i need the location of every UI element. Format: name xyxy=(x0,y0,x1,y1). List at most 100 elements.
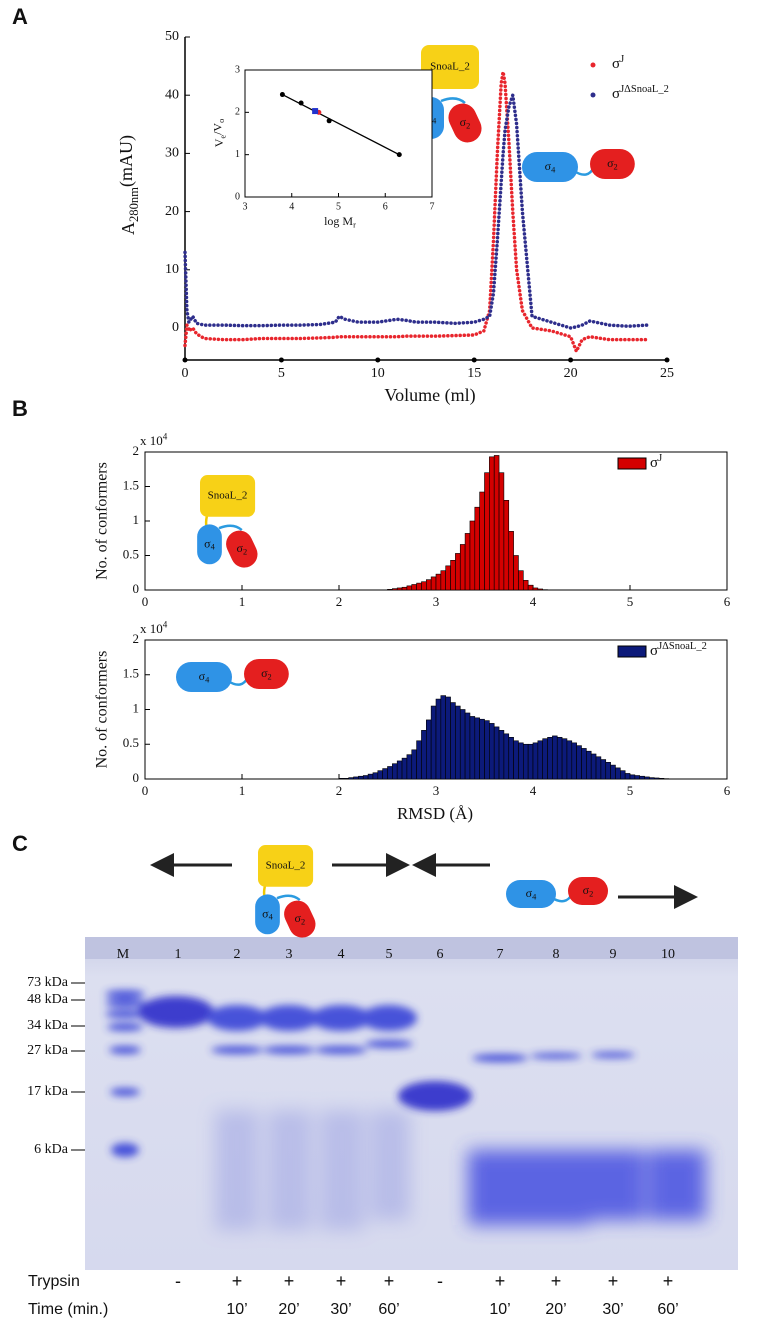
y-tick-label: 20 xyxy=(165,204,179,219)
domain-label-part: 4 xyxy=(269,913,274,922)
domain xyxy=(506,880,556,908)
bar xyxy=(649,777,655,780)
bar xyxy=(450,702,456,780)
bar xyxy=(556,736,563,780)
gel-image xyxy=(85,937,738,1270)
row-label: Time (min.) xyxy=(28,1301,108,1318)
legend-label-part: JΔSnoaL_2 xyxy=(620,84,669,95)
bar xyxy=(532,587,539,591)
arrows xyxy=(150,853,698,909)
y-axis-label: Ve/Vo xyxy=(210,119,227,148)
bar xyxy=(581,748,587,780)
domain-shape xyxy=(506,880,556,908)
plot-frame xyxy=(144,451,728,591)
domain-label: σ2 xyxy=(261,666,272,682)
point xyxy=(312,108,319,115)
time-cell: 60’ xyxy=(378,1301,399,1318)
linker xyxy=(276,894,301,902)
bar xyxy=(392,588,398,591)
x-tick xyxy=(278,357,284,363)
lane-label: 10 xyxy=(661,947,675,962)
domain-label-part: σ xyxy=(262,906,269,920)
x-tick-label: 0 xyxy=(142,783,149,798)
x-tick-label: 5 xyxy=(627,783,634,798)
point xyxy=(326,118,332,124)
x-tick-label: 25 xyxy=(660,366,674,381)
x-tick-label: 0 xyxy=(142,594,149,609)
x-tick-label: 6 xyxy=(724,594,731,609)
bar xyxy=(421,730,427,780)
domain-label-part: σ xyxy=(236,541,243,555)
domain xyxy=(568,877,608,905)
panel-label: A xyxy=(12,4,28,29)
bar xyxy=(639,775,645,780)
domain-shape xyxy=(226,530,258,568)
x-axis-label: Volume (ml) xyxy=(384,385,475,406)
legend-label-part: JΔSnoaL_2 xyxy=(658,641,707,652)
bar xyxy=(474,506,480,591)
bar xyxy=(493,455,500,591)
x-axis-label-part: log M xyxy=(324,214,353,228)
bar xyxy=(595,756,602,780)
time-cell: 20’ xyxy=(545,1301,566,1318)
marker-label: 17 kDa xyxy=(27,1084,69,1099)
domain-label: σ4 xyxy=(545,159,556,175)
domain-shape xyxy=(255,894,280,935)
bar xyxy=(518,570,524,591)
bar xyxy=(469,716,476,780)
bar xyxy=(425,719,432,780)
bar xyxy=(508,736,514,780)
bar xyxy=(493,726,500,780)
time-cell: 10’ xyxy=(489,1301,510,1318)
series-line xyxy=(183,71,650,356)
domain-shape xyxy=(421,45,479,89)
domain xyxy=(590,149,635,179)
domain-label-part: σ xyxy=(607,156,614,170)
bar xyxy=(634,775,640,780)
inset-frame xyxy=(244,69,433,198)
marker-label: 34 kDa xyxy=(27,1018,69,1033)
domain-label-part: 2 xyxy=(614,162,618,171)
bar xyxy=(619,770,626,780)
lane-label: 6 xyxy=(437,947,444,962)
legend-marker xyxy=(590,92,596,98)
trypsin-cell: - xyxy=(175,1271,181,1291)
panel-label: B xyxy=(12,396,28,421)
domain-shape xyxy=(284,900,316,938)
point xyxy=(298,100,304,106)
bar xyxy=(406,585,413,591)
y-axis-label: No. of conformers xyxy=(94,651,111,769)
bar xyxy=(411,584,417,591)
x-tick-label: 1 xyxy=(239,594,246,609)
y-axis-label-part: A xyxy=(118,222,138,235)
bar xyxy=(387,766,393,780)
domain-label-part: σ xyxy=(294,911,301,925)
y-tick-label: 0 xyxy=(133,770,140,785)
bar xyxy=(561,738,568,780)
y-tick-label: 0.5 xyxy=(123,546,139,561)
x-tick-label: 7 xyxy=(430,201,435,212)
time-cell: 30’ xyxy=(330,1301,351,1318)
lane-label: 5 xyxy=(386,947,393,962)
domain-label-part: σ xyxy=(204,536,211,550)
bar xyxy=(382,768,388,780)
bar xyxy=(552,735,558,780)
domain-label: σ2 xyxy=(607,156,618,172)
bar xyxy=(489,723,495,780)
domain-shape xyxy=(258,845,314,887)
domain-label-part: 4 xyxy=(211,543,216,552)
lane-label: 1 xyxy=(175,947,182,962)
bar xyxy=(416,740,422,780)
bar xyxy=(513,555,519,591)
bar xyxy=(377,770,383,780)
bar xyxy=(358,775,364,780)
domain-shape xyxy=(200,475,256,517)
y-multiplier: x 104 xyxy=(140,620,168,636)
legend-label: σJΔSnoaL_2 xyxy=(650,641,707,659)
bar xyxy=(518,742,524,780)
legend-label-part: σ xyxy=(650,455,658,471)
y-tick-label: 2 xyxy=(133,631,140,646)
bar xyxy=(416,582,422,591)
trypsin-cell: + xyxy=(384,1271,395,1291)
y-tick-label: 10 xyxy=(165,262,179,277)
